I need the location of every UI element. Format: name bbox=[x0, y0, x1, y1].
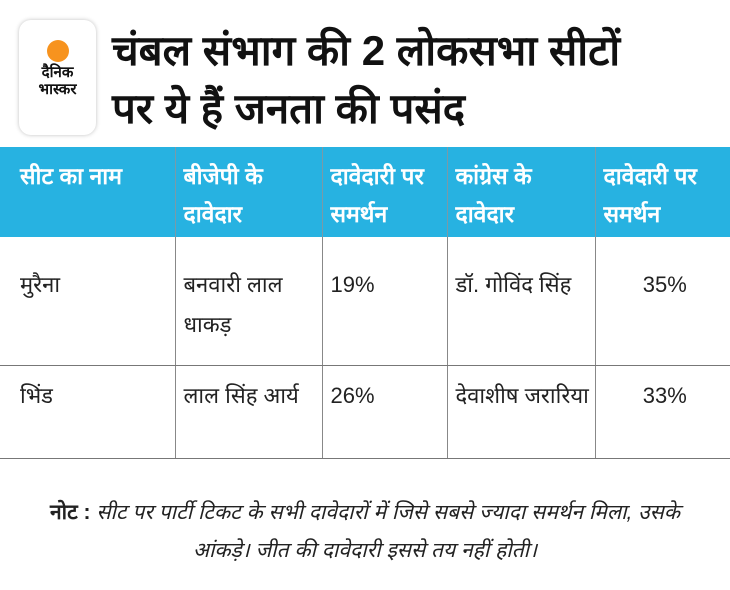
logo-line2: भास्कर bbox=[38, 81, 77, 98]
bjp-candidate-cell: बनवारी लाल धाकड़ bbox=[174, 237, 322, 366]
header-congress-support: दावेदारी पर समर्थन bbox=[594, 147, 730, 237]
header-congress: कांग्रेस के दावेदार bbox=[446, 147, 595, 237]
congress-support-cell: 35% bbox=[594, 237, 730, 366]
page-title: चंबल संभाग की 2 लोकसभा सीटों पर ये हैं ज… bbox=[112, 27, 621, 132]
congress-support-cell: 33% bbox=[594, 365, 730, 459]
footnote: नोट : सीट पर पार्टी टिकट के सभी दावेदारो… bbox=[20, 494, 710, 570]
header-seat: सीट का नाम bbox=[0, 147, 175, 237]
bjp-support-cell: 26% bbox=[321, 365, 447, 459]
congress-candidate-cell: डॉ. गोविंद सिंह bbox=[446, 237, 595, 366]
bjp-support-cell: 19% bbox=[321, 237, 447, 366]
congress-candidate-cell: देवाशीष जरारिया bbox=[446, 365, 595, 459]
logo-line1: दैनिक bbox=[41, 64, 74, 81]
candidates-table: सीट का नाम बीजेपी के दावेदार दावेदारी पर… bbox=[0, 147, 730, 459]
table-row: भिंड लाल सिंह आर्य 26% देवाशीष जरारिया 3… bbox=[0, 365, 730, 459]
table-header-row: सीट का नाम बीजेपी के दावेदार दावेदारी पर… bbox=[0, 147, 730, 237]
table-row: मुरैना बनवारी लाल धाकड़ 19% डॉ. गोविंद स… bbox=[0, 237, 730, 366]
header-bjp-support: दावेदारी पर समर्थन bbox=[321, 147, 447, 237]
seat-cell: भिंड bbox=[0, 365, 175, 459]
seat-cell: मुरैना bbox=[0, 237, 175, 366]
note-text: सीट पर पार्टी टिकट के सभी दावेदारों में … bbox=[96, 501, 681, 562]
bjp-candidate-cell: लाल सिंह आर्य bbox=[174, 365, 322, 459]
header-bjp: बीजेपी के दावेदार bbox=[174, 147, 322, 237]
note-label: नोट : bbox=[49, 501, 91, 524]
dainik-bhaskar-logo: दैनिक भास्कर bbox=[19, 20, 96, 135]
sun-icon bbox=[46, 40, 69, 62]
